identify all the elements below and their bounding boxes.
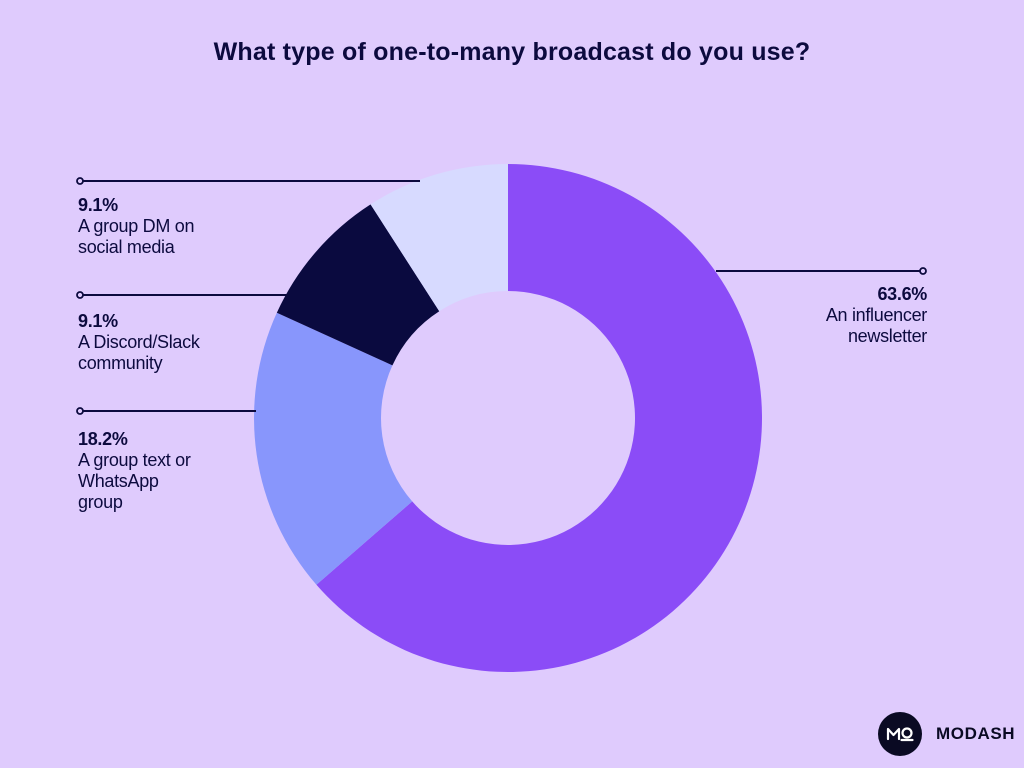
label-newsletter-text: An influencer newsletter <box>825 305 927 346</box>
label-group-text-percent: 18.2% <box>78 429 128 449</box>
label-group-dm-percent: 9.1% <box>78 195 118 215</box>
label-discord-percent: 9.1% <box>78 311 118 331</box>
label-newsletter-percent: 63.6% <box>877 284 927 304</box>
leader-lines <box>76 177 927 415</box>
modash-logo-icon <box>878 712 922 756</box>
chart-title: What type of one-to-many broadcast do yo… <box>213 38 811 66</box>
donut-slices <box>253 164 762 672</box>
slice-2 <box>276 204 440 366</box>
label-group-dm: 9.1% A group DM on social media <box>78 195 268 258</box>
label-discord: 9.1% A Discord/Slack community <box>78 311 268 374</box>
label-discord-text: A Discord/Slack community <box>78 332 200 373</box>
leader-group-dm-marker <box>76 177 84 185</box>
label-group-text-text: A group text or WhatsApp group <box>78 450 191 512</box>
label-group-text: 18.2% A group text or WhatsApp group <box>78 429 268 513</box>
logo-mark <box>886 727 914 742</box>
label-group-dm-text: A group DM on social media <box>78 216 195 257</box>
leader-group-text-marker <box>76 407 84 415</box>
label-newsletter: 63.6% An influencer newsletter <box>760 284 927 347</box>
slice-0 <box>316 164 762 672</box>
brand-name: MODASH <box>936 724 1016 743</box>
slice-1 <box>253 312 413 585</box>
leader-newsletter-marker <box>919 267 927 275</box>
leader-discord-marker <box>76 291 84 299</box>
brand: MODASH <box>878 712 1015 756</box>
slice-3 <box>370 164 508 312</box>
